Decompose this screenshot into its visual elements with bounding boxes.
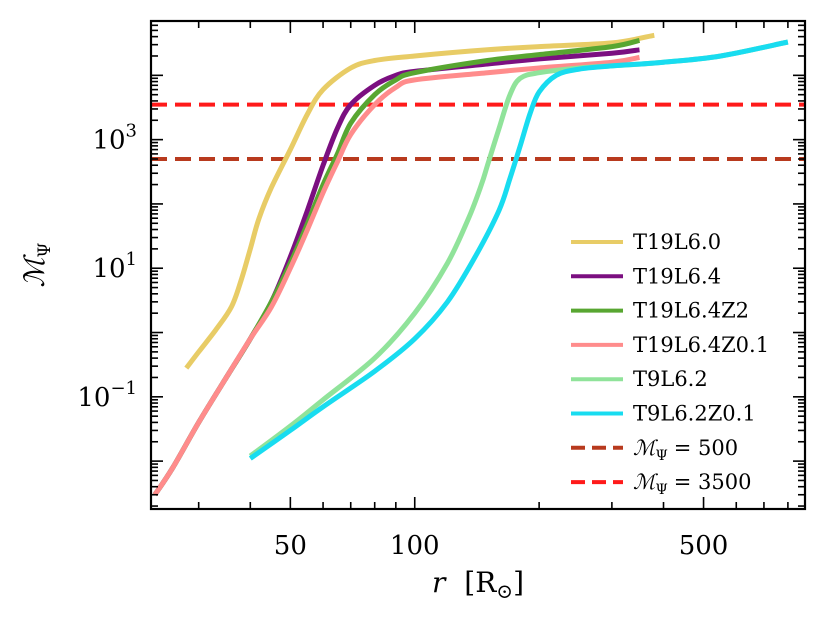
x-tick-label-1: 100 bbox=[390, 531, 440, 561]
legend-label-3: T19L6.4Z0.1 bbox=[633, 333, 769, 357]
x-axis-label: r [R⊙] bbox=[432, 566, 524, 603]
plot-frame bbox=[149, 19, 807, 511]
y-tick-label-0: 10−1 bbox=[77, 378, 137, 413]
tick-labels: 50 100 500 10−1 101 103 bbox=[77, 121, 728, 561]
axis-ticks bbox=[151, 20, 805, 509]
legend-label-2: T19L6.4Z2 bbox=[633, 299, 749, 323]
series-line-3 bbox=[152, 54, 640, 497]
y-axis-label: ℳΨ bbox=[18, 242, 55, 287]
legend-label-5: T9L6.2Z0.1 bbox=[633, 402, 756, 426]
legend-label-7: ℳΨ = 3500 bbox=[633, 470, 751, 498]
x-tick-label-2: 500 bbox=[679, 531, 729, 561]
legend-label-1: T19L6.4 bbox=[633, 264, 721, 288]
legend-label-4: T9L6.2 bbox=[633, 367, 708, 391]
series-line-0 bbox=[184, 32, 655, 370]
series-line-1 bbox=[152, 47, 640, 497]
series-line-2 bbox=[152, 37, 641, 497]
y-tick-label-1: 101 bbox=[92, 249, 137, 284]
legend: T19L6.0 T19L6.4 T19L6.4Z2 T19L6.4Z0.1 T9L6.2… bbox=[571, 230, 769, 498]
reference-lines bbox=[151, 102, 805, 161]
series-line-5 bbox=[248, 39, 789, 461]
x-tick-label-0: 50 bbox=[274, 531, 307, 561]
series-lines bbox=[152, 32, 789, 497]
legend-label-0: T19L6.0 bbox=[633, 230, 721, 254]
legend-label-6: ℳΨ = 500 bbox=[633, 436, 738, 464]
y-tick-label-2: 103 bbox=[92, 121, 137, 156]
